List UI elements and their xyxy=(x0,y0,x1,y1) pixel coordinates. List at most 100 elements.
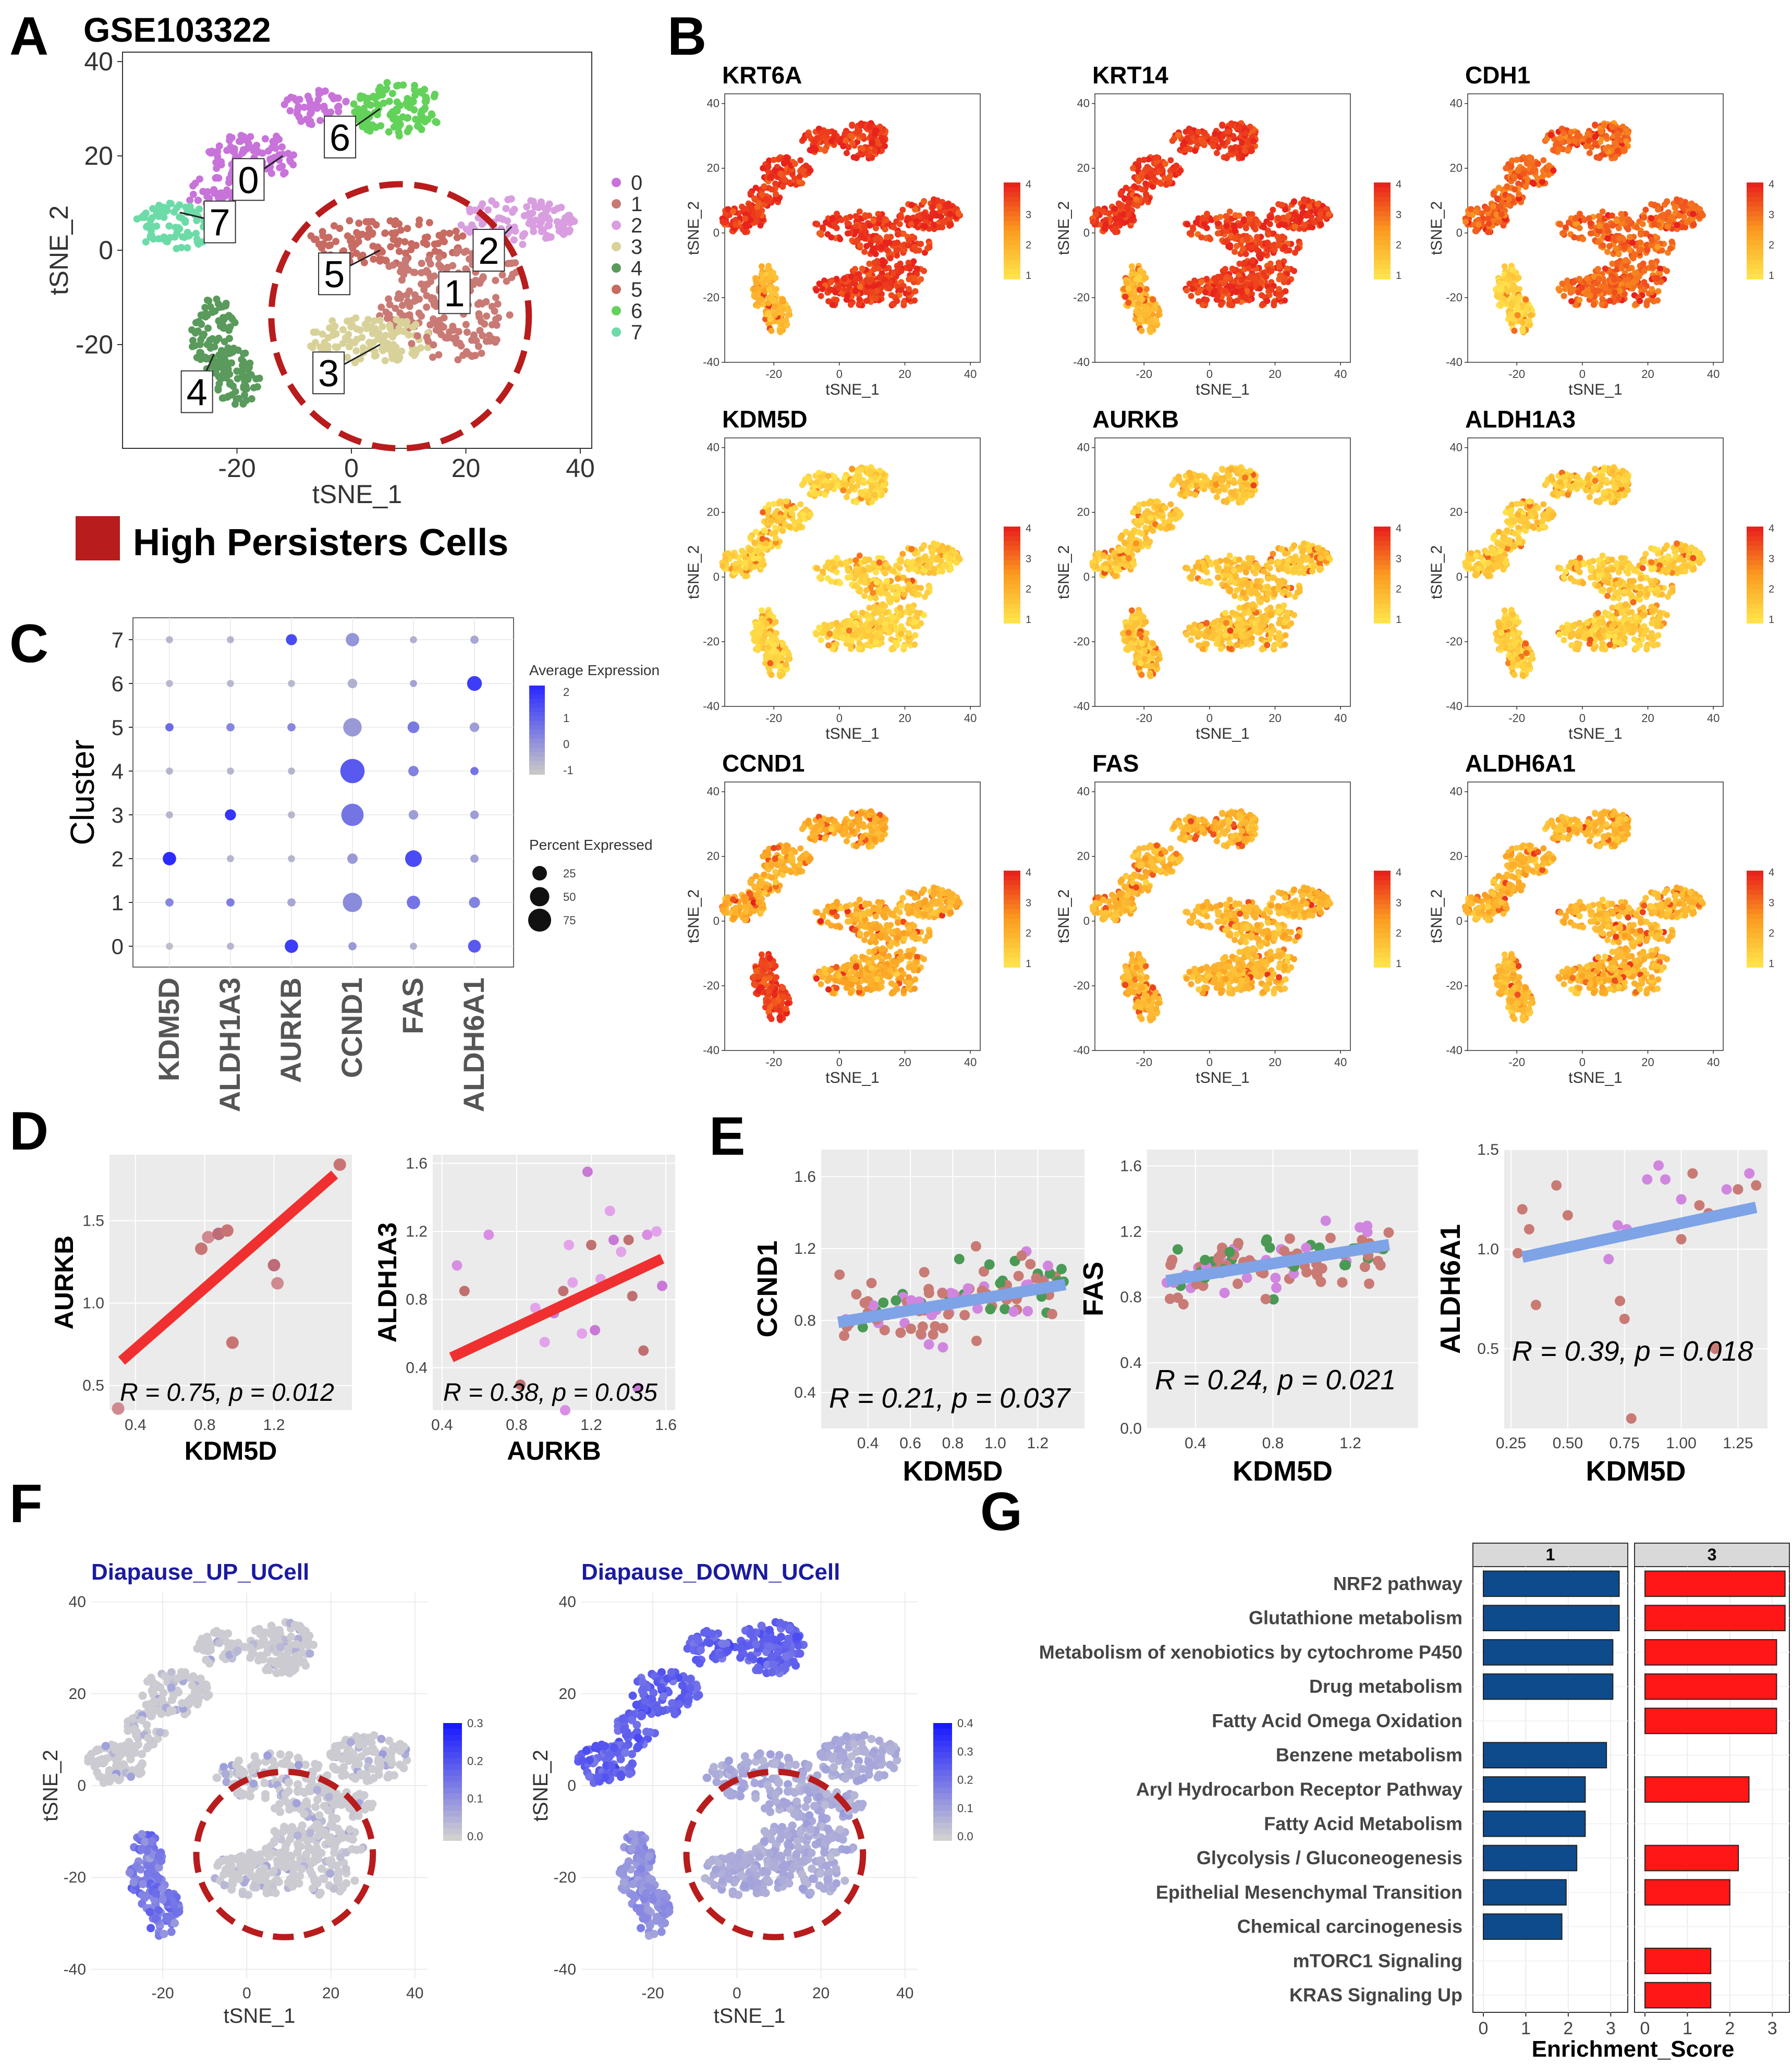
cell-point xyxy=(267,169,275,177)
colorbar-tick-label: 2 xyxy=(1396,240,1401,251)
cell-point xyxy=(413,122,421,130)
cell-point xyxy=(332,330,340,338)
cell-point xyxy=(1546,162,1553,169)
cell-point xyxy=(1630,255,1637,262)
cell-point xyxy=(446,229,454,237)
cell-point xyxy=(1494,195,1501,202)
cell-point xyxy=(355,238,362,246)
y-tick-label: 40 xyxy=(84,47,113,76)
colorbar-segment xyxy=(1747,187,1763,193)
cell-point xyxy=(871,260,878,266)
cell-point xyxy=(202,312,210,320)
cell-point xyxy=(1595,275,1602,282)
cell-point xyxy=(763,276,770,283)
cell-point xyxy=(890,270,897,277)
cell-point xyxy=(1213,150,1220,156)
cell-point xyxy=(859,145,866,152)
cell-point xyxy=(866,468,873,474)
cell-point xyxy=(758,263,765,270)
cell-point xyxy=(385,97,393,105)
cell-point xyxy=(375,329,383,337)
y-tick-label: 0 xyxy=(99,236,113,265)
cell-point xyxy=(363,119,371,127)
cell-point xyxy=(496,214,504,222)
cell-point xyxy=(1142,191,1149,198)
cell-point xyxy=(1622,257,1629,264)
panel-label-D: D xyxy=(9,1101,48,1162)
cell-point xyxy=(287,93,295,101)
cell-point xyxy=(1638,231,1644,238)
cell-point xyxy=(356,108,364,116)
cell-point xyxy=(847,301,854,308)
y-tick-label: 0 xyxy=(1456,226,1462,239)
cell-point xyxy=(205,297,213,304)
cell-point xyxy=(196,340,204,348)
cell-point xyxy=(1210,143,1217,150)
cell-point xyxy=(1496,279,1503,286)
cell-point xyxy=(1257,239,1263,246)
cell-point xyxy=(768,173,775,180)
cell-point xyxy=(452,227,460,235)
cell-point xyxy=(1657,265,1664,272)
cell-point xyxy=(403,321,410,329)
legend-label: 2 xyxy=(631,214,642,237)
cell-point xyxy=(1523,306,1530,312)
colorbar-segment xyxy=(1747,206,1763,212)
cell-point xyxy=(1633,270,1640,277)
cell-point xyxy=(568,215,576,223)
cell-point xyxy=(312,328,320,336)
cell-point xyxy=(786,179,793,186)
cell-point xyxy=(508,259,516,267)
cell-point xyxy=(754,548,761,555)
cell-point xyxy=(915,213,921,219)
cell-point xyxy=(488,197,496,205)
legend-label: 5 xyxy=(631,278,642,301)
cell-point xyxy=(404,128,411,136)
cell-point xyxy=(886,239,893,246)
cell-point xyxy=(1177,167,1184,174)
cell-point xyxy=(911,297,918,304)
cell-point xyxy=(732,565,739,572)
cell-point xyxy=(1153,317,1160,324)
cell-point xyxy=(742,229,749,236)
cell-point xyxy=(882,282,889,288)
cell-point xyxy=(398,276,406,284)
cell-point xyxy=(1130,165,1137,172)
cell-point xyxy=(905,215,912,222)
cell-point xyxy=(1462,218,1469,225)
cell-point xyxy=(752,294,759,300)
cell-point xyxy=(1228,122,1235,129)
cell-point xyxy=(339,339,347,347)
cell-point xyxy=(357,94,364,102)
cell-point xyxy=(1249,257,1256,264)
cell-point xyxy=(1506,196,1513,203)
cell-point xyxy=(1527,312,1534,319)
cluster-label: 2 xyxy=(478,230,499,272)
persister-legend-swatch xyxy=(76,516,120,560)
cell-point xyxy=(419,114,426,122)
cell-point xyxy=(1123,279,1130,286)
cell-point xyxy=(1236,124,1243,130)
cell-point xyxy=(318,244,325,252)
cell-point xyxy=(751,195,758,202)
cell-point xyxy=(1687,201,1693,207)
cell-point xyxy=(395,248,403,255)
cell-point xyxy=(1616,295,1623,302)
cell-point xyxy=(1250,138,1257,145)
cell-point xyxy=(853,499,860,506)
cell-point xyxy=(1257,255,1264,262)
cell-point xyxy=(463,328,471,336)
cell-point xyxy=(170,208,178,216)
cell-point xyxy=(804,475,811,482)
cell-point xyxy=(385,262,393,270)
cell-point xyxy=(828,138,835,144)
cell-point xyxy=(293,110,301,118)
cell-point xyxy=(947,211,954,217)
cell-point xyxy=(1583,143,1590,150)
cell-point xyxy=(1598,128,1604,135)
cell-point xyxy=(1602,145,1609,152)
cell-point xyxy=(459,232,467,240)
colorbar-segment xyxy=(1374,230,1391,236)
y-tick-label: -20 xyxy=(1446,291,1462,304)
